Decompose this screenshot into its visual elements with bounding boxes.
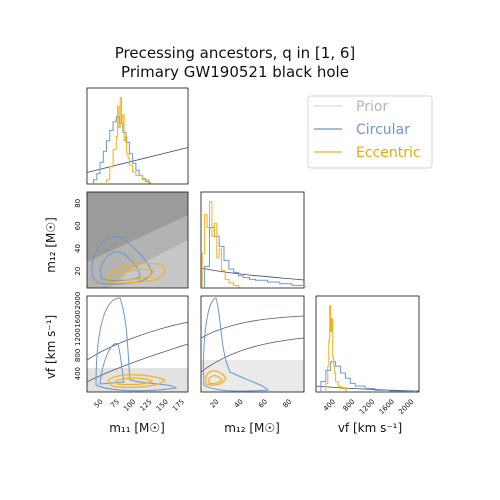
panel-m12-vs-m11 <box>86 191 189 289</box>
prior-contour-1 <box>86 321 189 361</box>
legend-label-prior: Prior <box>356 99 388 115</box>
ylabel-vf: vf [km s⁻¹] <box>44 315 58 379</box>
ytick-vf-3: 1600 <box>74 310 82 328</box>
xlabel-vf: vf [km s⁻¹] <box>338 421 402 435</box>
panel-frame <box>315 295 420 393</box>
title-line-2: Primary GW190521 black hole <box>121 63 349 81</box>
axis-labels: m₁₁ [M☉] m₁₂ [M☉] vf [km s⁻¹] m₁₂ [M☉] v… <box>44 217 402 435</box>
panel-vf-vs-m12 <box>200 295 305 393</box>
xtick-m12-3: 80 <box>281 398 293 410</box>
ylabel-m12: m₁₂ [M☉] <box>44 217 58 273</box>
eccentric-contour-outer <box>107 262 166 284</box>
ytick-m12-1: 40 <box>74 244 82 253</box>
ytick-vf-2: 1200 <box>74 328 82 346</box>
xtick-m12-2: 60 <box>257 398 269 410</box>
ytick-vf-4: 2000 <box>74 292 82 310</box>
xtick-m11-0: 50 <box>93 398 105 410</box>
circular-contour-vf-m12 <box>203 297 270 392</box>
circular-contour-inner <box>99 251 141 282</box>
legend-label-circular: Circular <box>356 122 410 138</box>
panel-vf-histogram <box>315 295 420 393</box>
eccentric-contour-vf-m12 <box>205 370 227 386</box>
eccentric-contour-vf-m11-inner <box>115 377 154 386</box>
eccentric-hist-vf <box>325 305 348 392</box>
circular-hist-vf <box>320 361 417 393</box>
panel-m11-histogram <box>86 87 189 185</box>
panel-frame <box>200 191 305 289</box>
title-line-1: Precessing ancestors, q in [1, 6] <box>115 44 356 62</box>
panel-frame <box>86 87 189 185</box>
prior-hist-m11 <box>86 147 189 173</box>
panel-frame <box>200 295 305 393</box>
legend: Prior Circular Eccentric <box>307 95 433 169</box>
ytick-m12-0: 20 <box>74 267 82 276</box>
eccentric-hist-m11 <box>106 97 151 184</box>
ytick-vf-0: 400 <box>74 367 82 380</box>
xtick-m12-0: 20 <box>209 398 221 410</box>
circular-contour-vf-m11-inner <box>99 343 125 385</box>
eccentric-contour-vf-m12-inner <box>208 375 223 385</box>
ytick-m12-2: 60 <box>74 221 82 230</box>
eccentric-hist-m12 <box>201 201 241 288</box>
prior-contour-2 <box>86 343 189 383</box>
eccentric-contour-inner <box>115 268 154 281</box>
prior-contour-2 <box>200 337 305 373</box>
circular-contour-outer <box>91 236 153 285</box>
legend-box <box>307 95 433 169</box>
legend-label-eccentric: Eccentric <box>356 145 421 161</box>
panel-frame <box>86 191 189 289</box>
ytick-vf-1: 800 <box>74 349 82 362</box>
circular-contour-vf-m11 <box>95 297 178 392</box>
prior-contour-1 <box>200 315 305 339</box>
prior-hist-m12 <box>200 267 305 281</box>
xtick-m12-1: 40 <box>233 398 245 410</box>
eccentric-contour-vf-m11 <box>107 374 166 388</box>
ytick-m12-3: 80 <box>74 199 82 208</box>
panel-m12-histogram <box>200 191 306 289</box>
xtick-m11-1: 75 <box>109 398 121 410</box>
xlabel-m11: m₁₁ [M☉] <box>109 421 165 435</box>
panel-vf-vs-m11 <box>86 295 189 393</box>
xlabel-m12: m₁₂ [M☉] <box>224 421 280 435</box>
prior-density-vf-m12 <box>201 360 304 392</box>
